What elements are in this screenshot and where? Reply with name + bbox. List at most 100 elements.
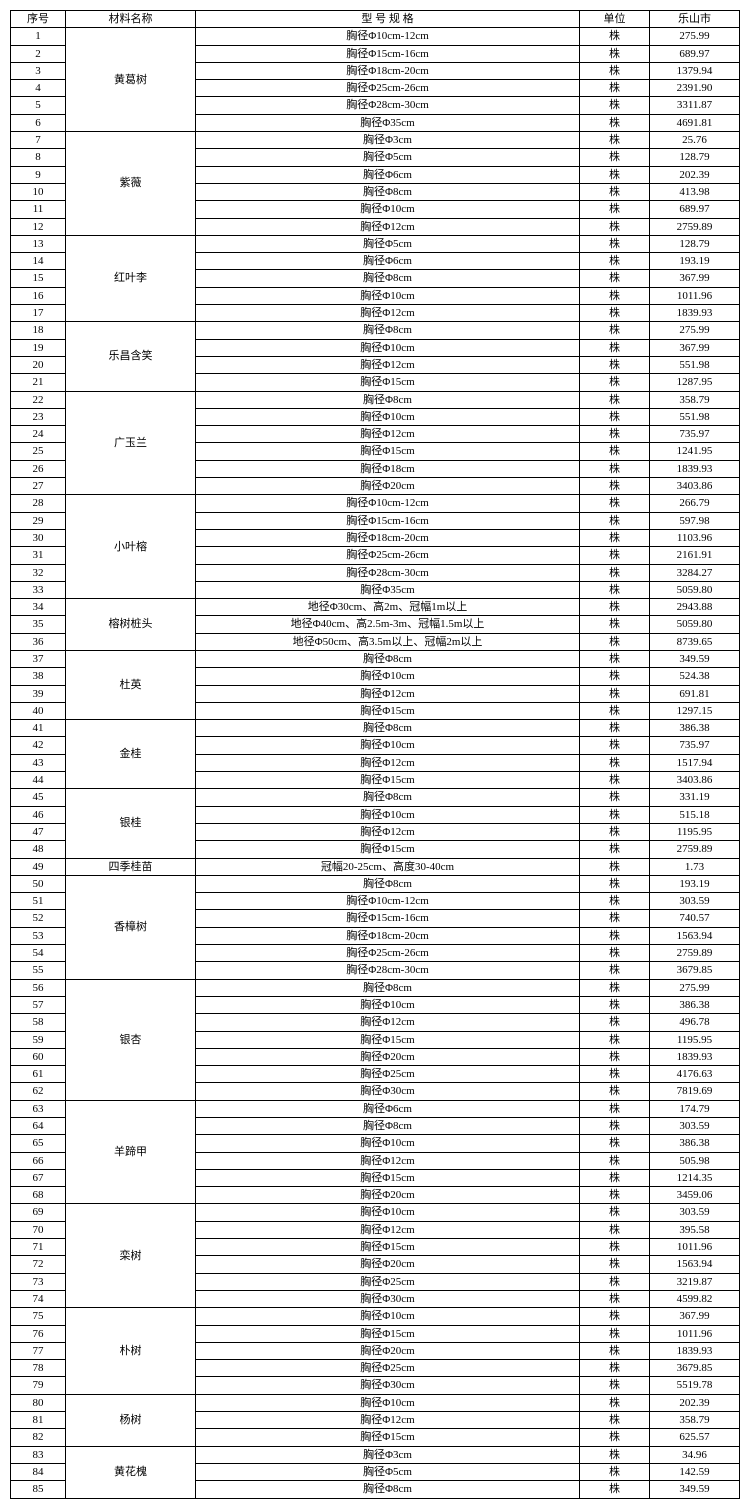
cell-unit: 株 [580, 1325, 650, 1342]
cell-price: 1241.95 [650, 443, 740, 460]
cell-unit: 株 [580, 1048, 650, 1065]
cell-price: 1011.96 [650, 1239, 740, 1256]
cell-material-name: 广玉兰 [66, 391, 196, 495]
cell-material-name: 朴树 [66, 1308, 196, 1394]
cell-price: 395.58 [650, 1221, 740, 1238]
cell-seq: 76 [11, 1325, 66, 1342]
cell-seq: 38 [11, 668, 66, 685]
cell-unit: 株 [580, 650, 650, 667]
cell-material-name: 乐昌含笑 [66, 322, 196, 391]
cell-seq: 26 [11, 460, 66, 477]
table-row: 56银杏胸径Φ8cm株275.99 [11, 979, 740, 996]
cell-spec: 胸径Φ25cm-26cm [196, 80, 580, 97]
cell-seq: 55 [11, 962, 66, 979]
cell-price: 1839.93 [650, 305, 740, 322]
cell-spec: 胸径Φ15cm-16cm [196, 910, 580, 927]
cell-seq: 71 [11, 1239, 66, 1256]
cell-unit: 株 [580, 529, 650, 546]
cell-price: 275.99 [650, 322, 740, 339]
cell-seq: 15 [11, 270, 66, 287]
cell-price: 735.97 [650, 426, 740, 443]
cell-spec: 胸径Φ28cm-30cm [196, 97, 580, 114]
cell-price: 174.79 [650, 1100, 740, 1117]
cell-seq: 23 [11, 408, 66, 425]
cell-price: 3311.87 [650, 97, 740, 114]
cell-seq: 2 [11, 45, 66, 62]
cell-unit: 株 [580, 1066, 650, 1083]
cell-seq: 22 [11, 391, 66, 408]
cell-spec: 胸径Φ10cm [196, 408, 580, 425]
cell-seq: 85 [11, 1481, 66, 1498]
cell-spec: 胸径Φ20cm [196, 1256, 580, 1273]
cell-unit: 株 [580, 599, 650, 616]
cell-spec: 胸径Φ6cm [196, 1100, 580, 1117]
cell-seq: 24 [11, 426, 66, 443]
cell-price: 2943.88 [650, 599, 740, 616]
cell-seq: 59 [11, 1031, 66, 1048]
cell-seq: 57 [11, 996, 66, 1013]
cell-spec: 胸径Φ30cm [196, 1377, 580, 1394]
cell-unit: 株 [580, 893, 650, 910]
cell-price: 1839.93 [650, 1342, 740, 1359]
cell-price: 505.98 [650, 1152, 740, 1169]
cell-spec: 胸径Φ12cm [196, 1014, 580, 1031]
cell-spec: 胸径Φ15cm [196, 374, 580, 391]
cell-price: 4599.82 [650, 1290, 740, 1307]
cell-seq: 32 [11, 564, 66, 581]
cell-seq: 31 [11, 547, 66, 564]
cell-price: 496.78 [650, 1014, 740, 1031]
cell-seq: 78 [11, 1360, 66, 1377]
cell-price: 266.79 [650, 495, 740, 512]
cell-unit: 株 [580, 183, 650, 200]
cell-unit: 株 [580, 1239, 650, 1256]
cell-price: 367.99 [650, 1308, 740, 1325]
cell-unit: 株 [580, 1360, 650, 1377]
cell-unit: 株 [580, 62, 650, 79]
cell-price: 740.57 [650, 910, 740, 927]
cell-price: 128.79 [650, 149, 740, 166]
cell-unit: 株 [580, 443, 650, 460]
cell-seq: 83 [11, 1446, 66, 1463]
cell-unit: 株 [580, 1290, 650, 1307]
cell-unit: 株 [580, 1118, 650, 1135]
cell-unit: 株 [580, 45, 650, 62]
cell-price: 5059.80 [650, 616, 740, 633]
table-row: 63羊蹄甲胸径Φ6cm株174.79 [11, 1100, 740, 1117]
cell-spec: 胸径Φ12cm [196, 356, 580, 373]
cell-unit: 株 [580, 305, 650, 322]
cell-seq: 66 [11, 1152, 66, 1169]
cell-price: 303.59 [650, 1118, 740, 1135]
cell-unit: 株 [580, 322, 650, 339]
cell-spec: 胸径Φ12cm [196, 1221, 580, 1238]
cell-unit: 株 [580, 1152, 650, 1169]
cell-spec: 胸径Φ25cm [196, 1066, 580, 1083]
cell-seq: 47 [11, 823, 66, 840]
cell-unit: 株 [580, 720, 650, 737]
cell-seq: 44 [11, 772, 66, 789]
cell-seq: 4 [11, 80, 66, 97]
cell-unit: 株 [580, 1169, 650, 1186]
cell-spec: 胸径Φ15cm [196, 1325, 580, 1342]
cell-seq: 58 [11, 1014, 66, 1031]
cell-unit: 株 [580, 426, 650, 443]
cell-unit: 株 [580, 841, 650, 858]
cell-unit: 株 [580, 806, 650, 823]
cell-material-name: 紫薇 [66, 132, 196, 236]
cell-seq: 19 [11, 339, 66, 356]
col-unit: 单位 [580, 11, 650, 28]
cell-spec: 胸径Φ8cm [196, 720, 580, 737]
table-row: 34榕树桩头地径Φ30cm、高2m、冠幅1m以上株2943.88 [11, 599, 740, 616]
cell-unit: 株 [580, 564, 650, 581]
cell-spec: 胸径Φ10cm [196, 737, 580, 754]
cell-price: 193.19 [650, 875, 740, 892]
table-row: 1黄葛树胸径Φ10cm-12cm株275.99 [11, 28, 740, 45]
cell-seq: 77 [11, 1342, 66, 1359]
cell-seq: 73 [11, 1273, 66, 1290]
cell-spec: 胸径Φ35cm [196, 581, 580, 598]
cell-price: 735.97 [650, 737, 740, 754]
cell-price: 2391.90 [650, 80, 740, 97]
cell-unit: 株 [580, 1446, 650, 1463]
cell-price: 202.39 [650, 166, 740, 183]
cell-price: 386.38 [650, 720, 740, 737]
cell-unit: 株 [580, 149, 650, 166]
